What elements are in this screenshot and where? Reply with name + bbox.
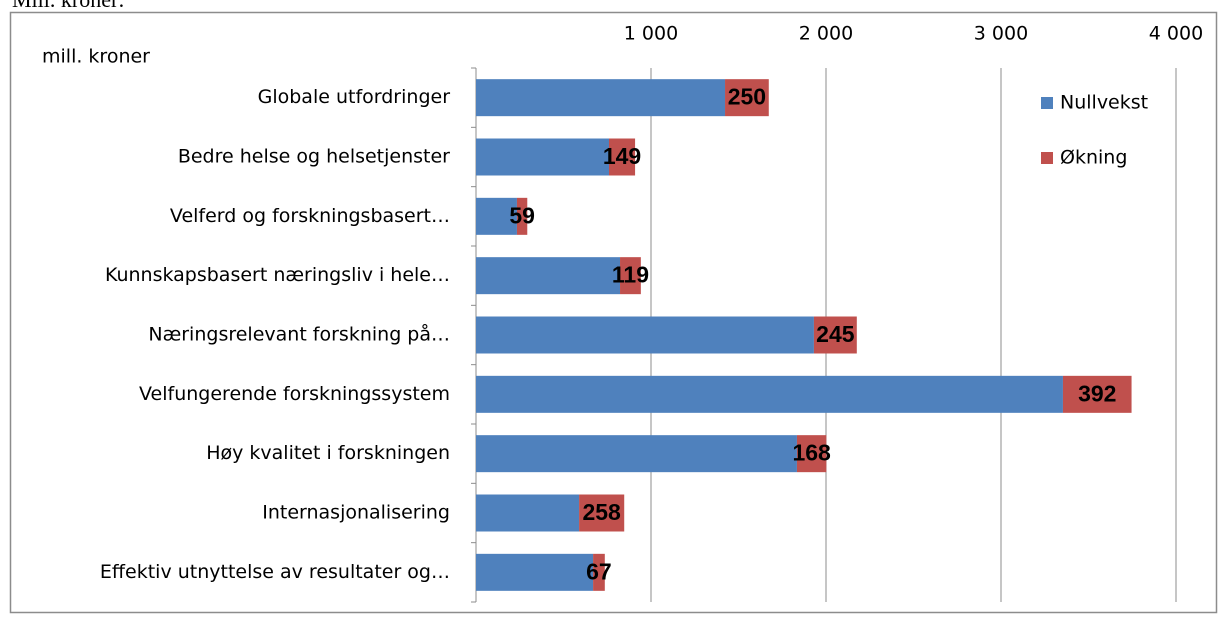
bar-segment — [516, 197, 528, 235]
bar-segment — [609, 138, 636, 176]
bar-segment — [476, 197, 517, 235]
data-label: 67 — [586, 558, 612, 584]
bar-segment — [476, 435, 797, 473]
bar-segment — [593, 553, 605, 591]
data-label: 258 — [582, 499, 621, 525]
bar-segment — [476, 553, 594, 591]
legend-label: Nullvekst — [1060, 92, 1148, 114]
bar-segment — [476, 138, 609, 176]
y-tick-label: Bedre helse og helsetjenster — [178, 146, 450, 168]
y-tick-label: Kunnskapsbasert næringsliv i hele… — [105, 264, 450, 286]
bar-segment — [476, 257, 621, 295]
bar-segment — [620, 257, 641, 295]
bar-segment — [579, 494, 625, 532]
legend-label: Økning — [1060, 147, 1127, 169]
y-tick-label: Velferd og forskningsbasert… — [170, 205, 450, 227]
y-tick-label: Næringsrelevant forskning på… — [148, 323, 450, 346]
bar-segment — [476, 79, 726, 117]
x-tick-label: 3 000 — [974, 23, 1028, 45]
legend-swatch — [1041, 97, 1053, 109]
y-tick-label: Velfungerende forskningssystem — [139, 383, 450, 405]
y-tick-label: Internasjonalisering — [262, 502, 450, 524]
bar-segment — [476, 375, 1063, 413]
caption: Mill. kroner: — [12, 0, 124, 12]
unit-label: mill. kroner — [42, 46, 150, 68]
y-tick-label: Effektiv utnyttelse av resultater og… — [100, 561, 450, 583]
bar-segment — [725, 79, 769, 117]
bar-segment — [813, 316, 857, 354]
y-tick-label: Høy kvalitet i forskningen — [206, 442, 450, 464]
data-label: 245 — [816, 321, 855, 347]
x-tick-label: 2 000 — [799, 23, 853, 45]
data-label: 119 — [612, 262, 649, 288]
data-label: 149 — [603, 143, 641, 169]
x-tick-label: 4 000 — [1149, 23, 1203, 45]
bar-segment — [476, 494, 580, 532]
y-tick-label: Globale utfordringer — [258, 86, 451, 108]
data-label: 250 — [728, 84, 766, 110]
bar-segment — [476, 316, 814, 354]
x-tick-label: 1 000 — [624, 23, 678, 45]
bar-segment — [1062, 375, 1132, 413]
data-label: 59 — [509, 202, 535, 228]
bar-segment — [796, 435, 827, 473]
legend-swatch — [1041, 152, 1053, 164]
data-label: 392 — [1078, 380, 1116, 406]
data-label: 168 — [792, 440, 831, 466]
